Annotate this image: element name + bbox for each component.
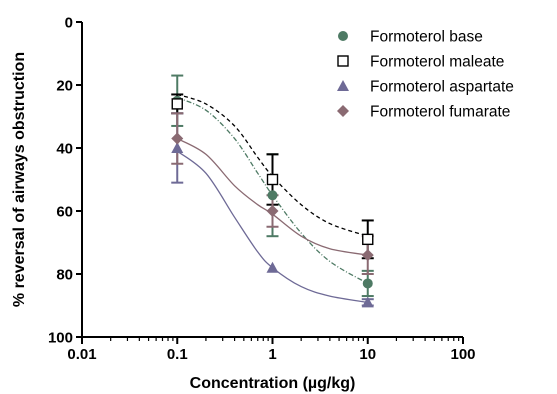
x-tick-label: 100 bbox=[450, 346, 475, 363]
y-tick-label: 0 bbox=[65, 15, 73, 32]
legend-marker-triangle bbox=[337, 80, 349, 91]
y-tick-label: 40 bbox=[56, 141, 73, 158]
fit-lines bbox=[176, 93, 369, 304]
legend-marker-circle bbox=[338, 31, 348, 41]
legend-marker-diamond bbox=[337, 105, 349, 117]
fit-line-diamond bbox=[176, 138, 368, 256]
legend-label: Formoterol aspartate bbox=[370, 79, 514, 96]
y-tick-label: 20 bbox=[56, 78, 73, 95]
y-tick-label: 80 bbox=[56, 267, 73, 284]
legend: Formoterol base Formoterol maleate Formote… bbox=[337, 29, 514, 121]
legend-label: Formoterol maleate bbox=[370, 54, 504, 71]
data-point-square bbox=[171, 98, 183, 110]
data-point-circle bbox=[267, 190, 278, 201]
x-tick-label: 1 bbox=[268, 346, 276, 363]
y-tick-label: 100 bbox=[48, 330, 73, 347]
fit-line-triangle bbox=[176, 150, 368, 304]
data-point-square bbox=[266, 173, 279, 186]
data-point-triangle bbox=[171, 142, 184, 153]
data-point-square bbox=[362, 233, 374, 246]
data-point-diamond bbox=[361, 249, 374, 262]
data-point-triangle bbox=[266, 261, 279, 273]
data-point-triangle bbox=[361, 296, 374, 308]
x-tick-label: 0.1 bbox=[167, 346, 188, 363]
data-point-diamond bbox=[266, 205, 279, 217]
fit-line-circle bbox=[177, 97, 369, 284]
data-point-circle bbox=[362, 278, 373, 289]
legend-marker-square bbox=[337, 55, 349, 67]
x-tick-label: 10 bbox=[359, 346, 376, 363]
data-markers bbox=[171, 95, 374, 308]
x-tick-label: 0.01 bbox=[67, 346, 96, 363]
data-point-diamond bbox=[171, 132, 184, 145]
y-tick-label: 60 bbox=[56, 204, 73, 221]
y-axis-title: % reversal of airways obstruction bbox=[11, 52, 28, 307]
legend-label: Formoterol base bbox=[370, 29, 483, 46]
legend-label: Formoterol fumarate bbox=[370, 104, 510, 121]
x-axis-title: Concentration (µg/kg) bbox=[190, 375, 356, 392]
